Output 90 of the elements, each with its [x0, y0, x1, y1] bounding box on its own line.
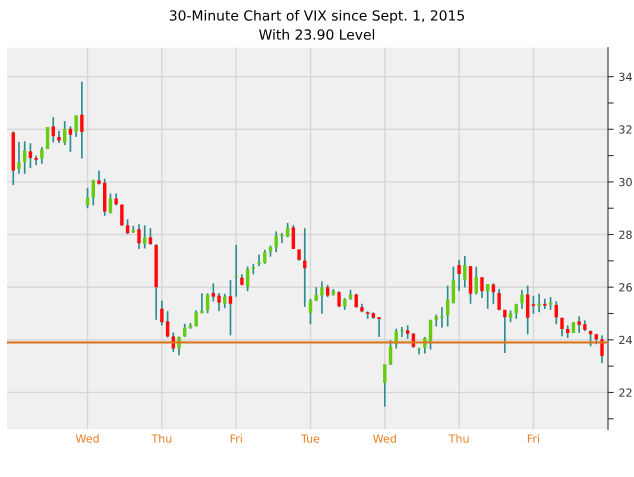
- candlestick: [554, 300, 558, 326]
- candlestick: [34, 154, 38, 166]
- candlestick: [17, 141, 21, 175]
- candlestick: [400, 326, 404, 338]
- y-tick-label: 28: [619, 230, 632, 239]
- chart-title: 30-Minute Chart of VIX since Sept. 1, 2015: [170, 10, 464, 24]
- candlestick: [457, 258, 461, 292]
- candlestick: [526, 284, 530, 336]
- candlestick: [594, 332, 598, 346]
- candlestick: [228, 279, 232, 336]
- candlestick: [46, 126, 50, 150]
- candlestick: [292, 224, 296, 250]
- y-tick-label: 24: [619, 336, 632, 344]
- candlestick: [343, 297, 346, 311]
- candlestick: [286, 222, 290, 238]
- candlestick: [252, 262, 256, 276]
- candlestick: [240, 273, 244, 286]
- candlestick: [566, 324, 570, 339]
- candlestick: [80, 80, 84, 160]
- candlestick: [114, 192, 118, 206]
- candlestick: [92, 178, 95, 206]
- candlestick: [383, 363, 387, 408]
- candlestick: [108, 192, 112, 214]
- candlestick: [492, 282, 496, 305]
- candlestick: [486, 283, 490, 310]
- x-tick-label: Thu: [448, 434, 469, 443]
- candlestick: [223, 292, 226, 310]
- candlestick: [297, 248, 301, 262]
- candlestick: [348, 288, 352, 301]
- candlestick: [148, 227, 152, 246]
- candlestick: [446, 284, 450, 328]
- candlestick: [503, 308, 507, 354]
- x-tick-label: Wed: [373, 434, 396, 443]
- candlestick: [377, 316, 381, 338]
- candlestick: [577, 316, 581, 334]
- candlestick: [52, 116, 55, 144]
- candlestick: [337, 290, 341, 308]
- x-tick-label: Fri: [528, 434, 539, 443]
- candlestick: [280, 232, 284, 244]
- candlestick: [508, 310, 512, 324]
- candlestick: [86, 187, 90, 210]
- x-tick-label: Wed: [76, 434, 99, 443]
- candlestick: [406, 324, 410, 340]
- candlestick: [320, 280, 324, 315]
- candlestick: [497, 288, 501, 312]
- candlestick: [314, 286, 318, 302]
- candlestick: [234, 244, 238, 298]
- candlestick: [514, 302, 518, 320]
- y-tick-label: 34: [619, 72, 632, 82]
- candlestick: [212, 282, 216, 302]
- candlestick: [217, 292, 221, 312]
- x-tick-label: Fri: [230, 434, 242, 443]
- candlestick: [354, 292, 358, 309]
- candlestick: [183, 322, 186, 338]
- y-tick-label: 26: [619, 283, 632, 292]
- candlestick: [572, 321, 576, 334]
- candlestick: [532, 295, 536, 315]
- candlestick: [246, 266, 250, 292]
- candlestick: [537, 292, 541, 314]
- candlestick: [588, 330, 592, 348]
- candlestick: [452, 266, 456, 304]
- candlestick: [548, 296, 552, 311]
- candlestick: [28, 142, 32, 169]
- candlestick: [68, 126, 72, 153]
- candlestick: [474, 266, 478, 296]
- candlestick: [74, 114, 78, 138]
- candlestick: [194, 310, 198, 328]
- candlestick: [257, 254, 261, 267]
- candlestick: [303, 227, 306, 308]
- candlestick: [206, 292, 210, 314]
- chart-subtitle: With 23.90 Level: [259, 29, 374, 40]
- candlestick: [143, 224, 146, 250]
- y-tick-label: 30: [619, 178, 632, 186]
- candlestick: [126, 218, 130, 236]
- candlestick: [22, 140, 26, 175]
- candlestick: [326, 284, 330, 298]
- candlestick: [463, 255, 467, 288]
- y-tick-label: 22: [619, 388, 632, 397]
- x-tick-label: Thu: [151, 434, 172, 443]
- candlestick: [40, 146, 44, 165]
- y-tick-label: 32: [619, 125, 632, 134]
- candlestick: [120, 204, 124, 227]
- candlestick: [62, 120, 66, 146]
- candlestick: [434, 314, 438, 328]
- candlestick: [166, 310, 170, 339]
- x-tick-label: Tue: [300, 434, 320, 443]
- candlestick: [160, 300, 164, 326]
- candlestick: [583, 320, 587, 332]
- candlestick: [274, 230, 278, 254]
- candlestick: [263, 248, 266, 265]
